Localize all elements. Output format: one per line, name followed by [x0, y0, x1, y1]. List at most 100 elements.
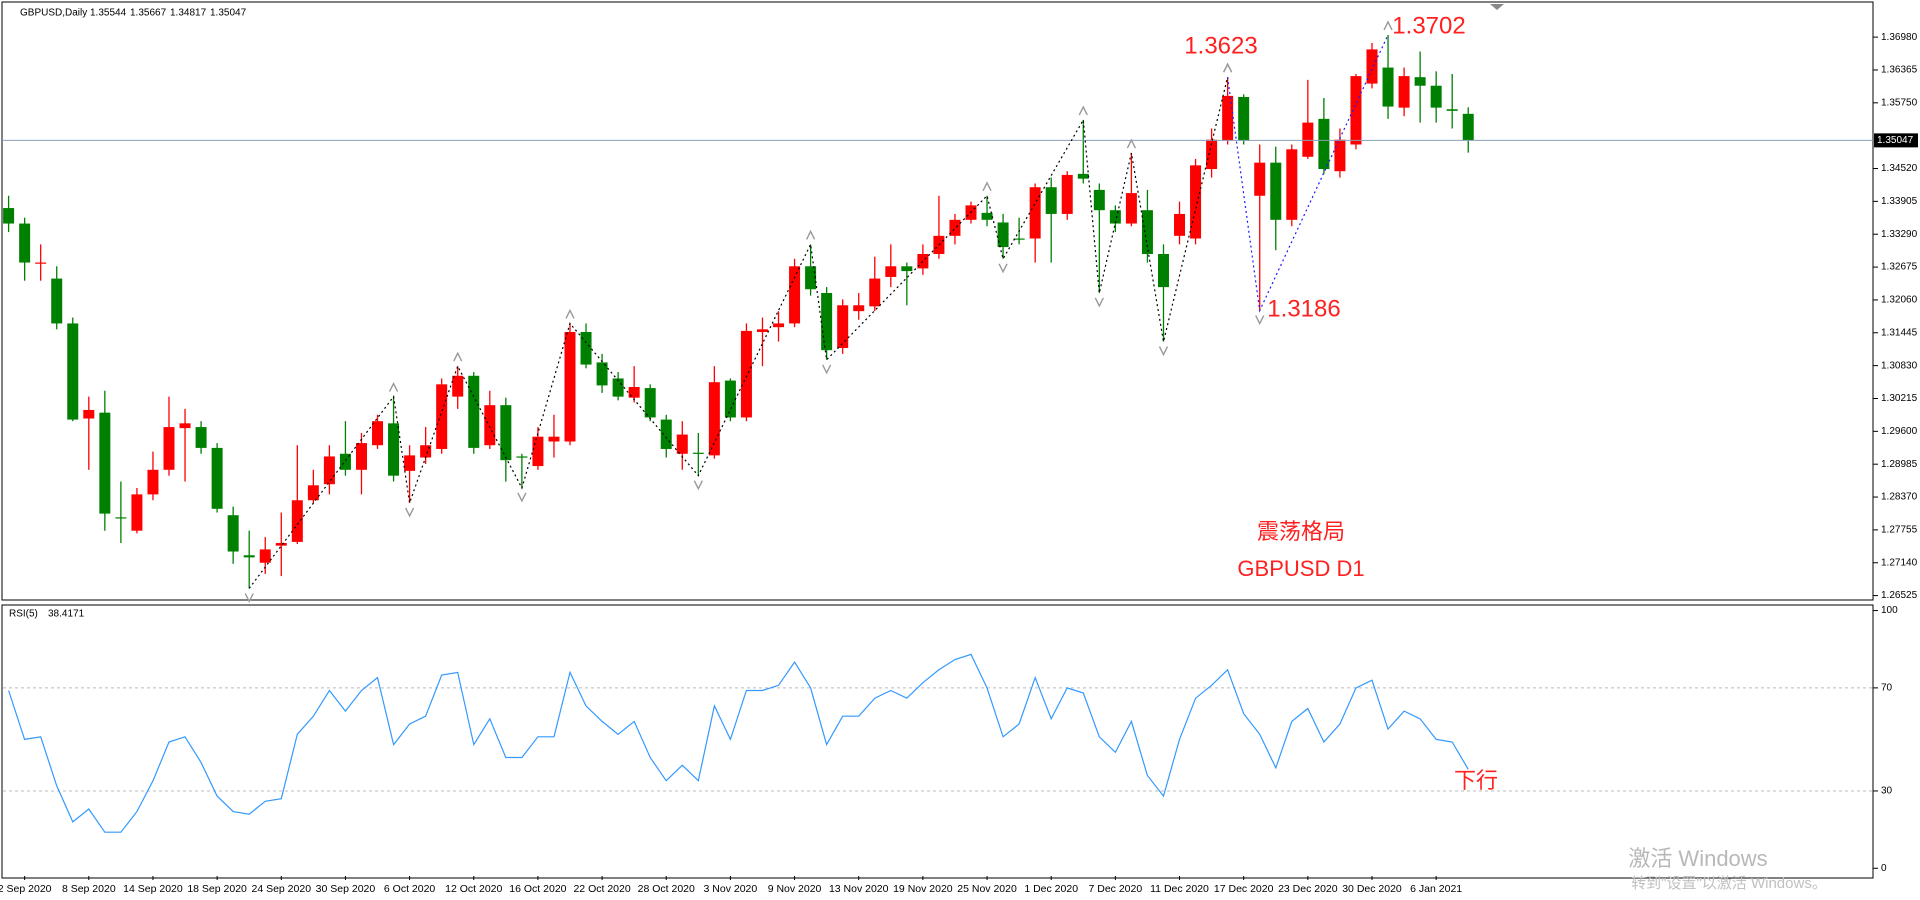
y-tick-label: 1.36980 — [1881, 32, 1918, 43]
x-tick-label: 1 Dec 2020 — [1024, 883, 1078, 895]
zigzag-line — [1227, 34, 1389, 313]
candle-body — [500, 405, 512, 461]
candle-body — [1013, 238, 1025, 240]
candle-body — [19, 223, 31, 263]
candle-body — [676, 434, 688, 454]
y-tick-label: 1.30830 — [1881, 360, 1918, 371]
x-tick-label: 6 Jan 2021 — [1410, 883, 1462, 895]
annotation: 1.3623 — [1184, 32, 1257, 59]
annotation: 下行 — [1454, 768, 1498, 793]
fractal-arrow — [998, 263, 1008, 274]
y-tick-label: 70 — [1881, 683, 1893, 694]
candle-body — [1446, 109, 1458, 111]
candle-body — [339, 453, 351, 470]
candle-body — [1174, 213, 1186, 236]
fractal-arrow — [1223, 62, 1233, 73]
annotation: 震荡格局 — [1257, 519, 1345, 544]
symbol-title: GBPUSD,Daily — [20, 8, 87, 19]
candle-body — [211, 447, 223, 509]
y-tick-label: 1.27755 — [1881, 525, 1918, 536]
x-tick-label: 9 Nov 2020 — [768, 883, 822, 895]
candle-body — [372, 421, 384, 446]
candle-body — [596, 362, 608, 386]
header-close: 1.35047 — [210, 8, 247, 19]
y-tick-label: 1.36365 — [1881, 65, 1918, 76]
x-tick-label: 6 Oct 2020 — [384, 883, 436, 895]
y-tick-label: 1.33290 — [1881, 229, 1918, 240]
candle-body — [1109, 210, 1121, 224]
candle-body — [420, 445, 432, 458]
candle-body — [1077, 173, 1089, 179]
candle-body — [1029, 187, 1041, 239]
candle-body — [484, 405, 496, 446]
fractal-arrow — [822, 364, 832, 375]
x-tick-label: 16 Oct 2020 — [509, 883, 566, 895]
x-tick-label: 8 Sep 2020 — [62, 883, 116, 895]
candle-body — [532, 436, 544, 467]
x-tick-label: 30 Sep 2020 — [316, 883, 376, 895]
rsi-panel-frame — [1, 604, 1874, 879]
candle-body — [115, 517, 127, 519]
x-tick-label: 7 Dec 2020 — [1089, 883, 1143, 895]
x-tick-label: 13 Nov 2020 — [829, 883, 889, 895]
shift-marker — [1490, 4, 1504, 10]
candle-body — [35, 262, 47, 264]
candle-body — [869, 278, 881, 307]
y-tick-label: 1.28370 — [1881, 492, 1918, 503]
candle-body — [1141, 210, 1153, 254]
candle-body — [1366, 49, 1378, 84]
candle-body — [1061, 174, 1073, 214]
fractal-arrow — [693, 480, 703, 491]
fractal-arrow — [453, 351, 463, 362]
x-tick-label: 24 Sep 2020 — [251, 883, 311, 895]
candle-body — [83, 409, 95, 419]
candle-body — [1270, 162, 1282, 220]
candle-body — [179, 423, 191, 429]
x-tick-label: 14 Sep 2020 — [123, 883, 183, 895]
candle-body — [981, 212, 993, 220]
annotation: 1.3702 — [1392, 12, 1465, 39]
watermark-title: 激活 Windows — [1628, 846, 1767, 871]
candle-body — [901, 266, 913, 272]
candle-body — [1382, 67, 1394, 107]
candle-body — [805, 266, 817, 290]
fractal-arrow — [1255, 315, 1265, 326]
y-tick-label: 1.31445 — [1881, 327, 1918, 338]
y-tick-label: 1.35750 — [1881, 97, 1918, 108]
candle-body — [291, 500, 303, 542]
price-panel-frame — [1, 1, 1874, 601]
candle-body — [789, 266, 801, 324]
candle-body — [773, 323, 785, 328]
candle-body — [131, 494, 143, 531]
watermark-hint: 转到"设置"以激活 Windows。 — [1631, 875, 1827, 892]
candle-body — [355, 443, 367, 470]
candle-body — [756, 329, 768, 332]
candle-body — [323, 456, 335, 485]
candle-body — [1430, 85, 1442, 108]
candle-body — [436, 384, 448, 449]
candle-body — [564, 331, 576, 442]
header-low: 1.34817 — [170, 8, 207, 19]
candle-body — [468, 375, 480, 448]
rsi-title: RSI(5) — [9, 609, 38, 620]
fractal-arrow — [805, 229, 816, 240]
candle-body — [1190, 165, 1202, 239]
candle-body — [404, 455, 416, 471]
candle-body — [644, 388, 656, 418]
candle-body — [1462, 113, 1474, 141]
candle-body — [1222, 95, 1234, 141]
x-tick-label: 11 Dec 2020 — [1150, 883, 1209, 895]
candle-body — [51, 278, 63, 324]
candle-body — [949, 219, 961, 236]
candle-body — [1157, 253, 1169, 288]
candle-body — [885, 266, 897, 277]
candle-body — [837, 305, 849, 349]
rsi-current: 38.4171 — [48, 609, 85, 620]
annotation: GBPUSD D1 — [1237, 556, 1364, 581]
fractal-arrow — [1094, 297, 1104, 308]
candle-body — [1093, 189, 1105, 211]
candle-body — [548, 436, 560, 442]
x-tick-label: 18 Sep 2020 — [187, 883, 247, 895]
candle-body — [1334, 139, 1346, 172]
